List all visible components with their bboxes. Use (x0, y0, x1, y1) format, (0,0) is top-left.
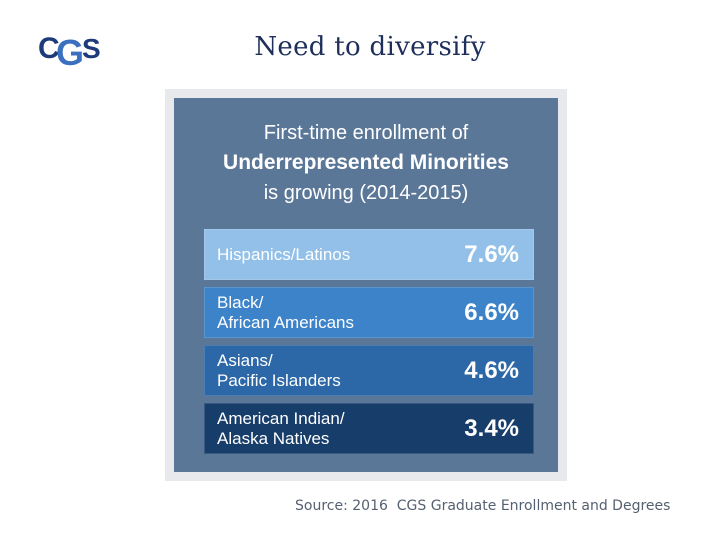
bar-value: 7.6% (464, 240, 519, 268)
bar-label: Black/ African Americans (217, 292, 354, 332)
infographic-heading: First-time enrollment of Underrepresente… (174, 118, 558, 208)
bar-value: 4.6% (464, 356, 519, 384)
logo-letter-c: C (38, 32, 60, 65)
bar-value: 3.4% (464, 414, 519, 442)
logo-letter-g: G (56, 32, 84, 70)
heading-line-2: Underrepresented Minorities (223, 151, 509, 174)
enrollment-bar-american-indian: American Indian/ Alaska Natives 3.4% (204, 403, 534, 454)
source-citation: Source: 2016 CGS Graduate Enrollment and… (295, 498, 671, 514)
bar-label: American Indian/ Alaska Natives (217, 408, 345, 448)
heading-line-3: is growing (2014-2015) (263, 182, 469, 204)
infographic: First-time enrollment of Underrepresente… (165, 89, 567, 481)
bar-label: Asians/ Pacific Islanders (217, 350, 341, 390)
heading-line-1: First-time enrollment of (263, 122, 469, 144)
enrollment-bar-hispanics: Hispanics/Latinos 7.6% (204, 229, 534, 280)
logo-letter-s: S (82, 33, 101, 64)
bar-label: Hispanics/Latinos (217, 244, 351, 264)
infographic-panel: First-time enrollment of Underrepresente… (174, 98, 558, 472)
slide-title: Need to diversify (254, 32, 486, 62)
enrollment-bar-black: Black/ African Americans 6.6% (204, 287, 534, 338)
bar-value: 6.6% (464, 298, 519, 326)
enrollment-bars: Hispanics/Latinos 7.6% Black/ African Am… (204, 229, 534, 461)
enrollment-bar-asians: Asians/ Pacific Islanders 4.6% (204, 345, 534, 396)
cgs-logo: C G S (38, 32, 101, 70)
